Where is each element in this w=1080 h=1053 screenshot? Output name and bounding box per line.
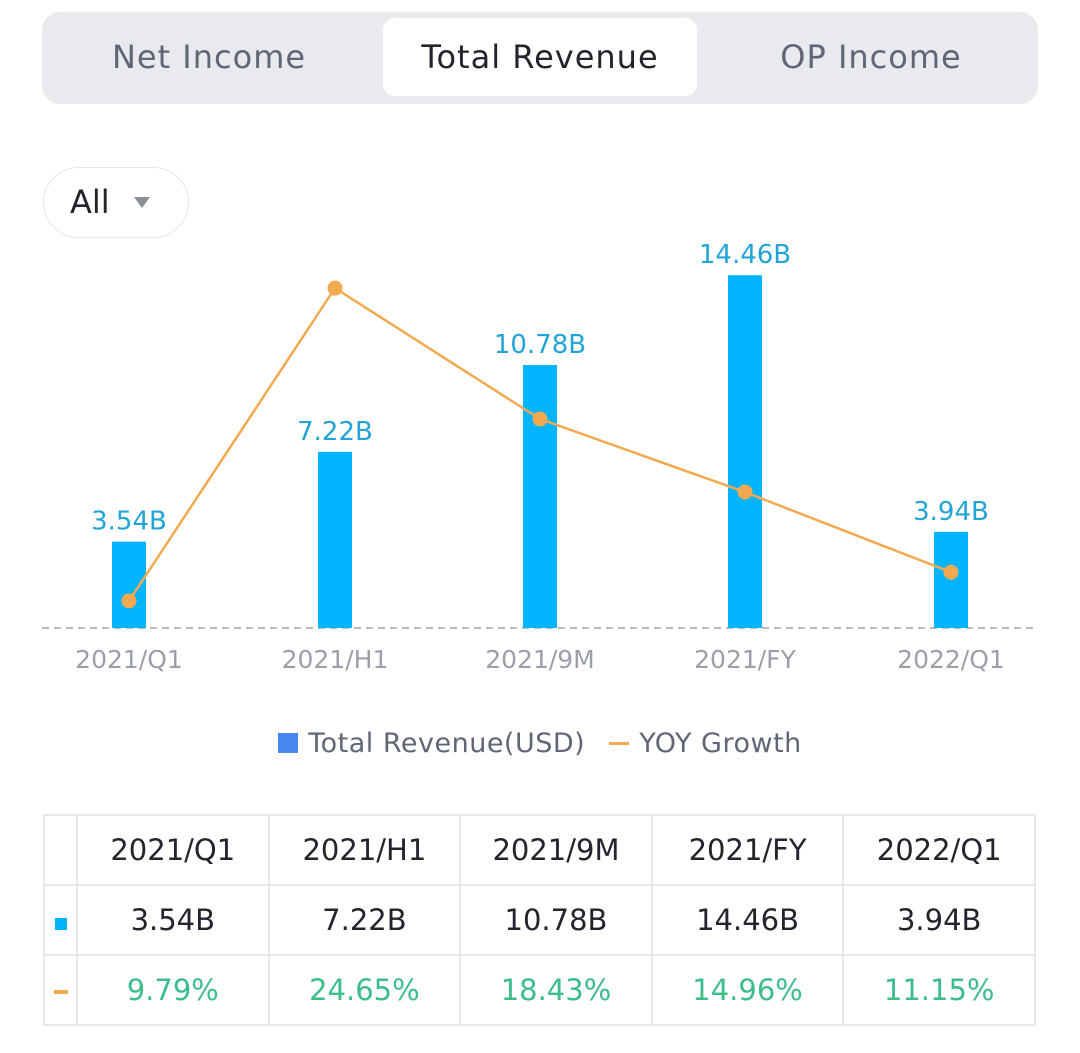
table-header-cell: 2021/9M — [459, 814, 653, 886]
table-row-yoy: 9.79% 24.65% 18.43% 14.96% 11.15% — [43, 954, 1036, 1026]
yoy-point-2021/FY — [737, 484, 753, 500]
tab-op-income[interactable]: OP Income — [780, 38, 962, 76]
legend-bar-swatch — [278, 733, 299, 753]
table-cell: 3.54B — [76, 884, 270, 956]
yoy-point-2021/H1 — [327, 280, 343, 296]
data-table: 2021/Q1 2021/H1 2021/9M 2021/FY 2022/Q1 … — [43, 814, 1036, 1026]
legend-line-swatch — [609, 741, 630, 745]
legend-label-revenue: Total Revenue(USD) — [308, 727, 586, 759]
table-header-cell: 2022/Q1 — [842, 814, 1036, 886]
bar-2022/Q1 — [934, 531, 968, 628]
chart-legend: Total Revenue(USD) YOY Growth — [0, 722, 1080, 764]
yoy-dash-icon — [53, 990, 68, 994]
table-cell: 18.43% — [459, 954, 653, 1026]
x-tick-label: 2021/FY — [694, 645, 796, 674]
x-tick-label: 2022/Q1 — [897, 645, 1005, 674]
table-header-cell: 2021/Q1 — [76, 814, 270, 886]
tab-net-income[interactable]: Net Income — [111, 38, 307, 76]
bar-value-label: 3.54B — [91, 507, 167, 537]
table-header-cell: 2021/H1 — [267, 814, 462, 886]
table-cell: 3.94B — [842, 884, 1036, 956]
table-cell: 11.15% — [842, 954, 1036, 1026]
table-cell: 9.79% — [76, 954, 270, 1026]
revenue-chart: 3.54B 7.22B 10.78B 14.46B 3.94B 2021/Q1 2021/H… — [42, 240, 1038, 674]
period-filter-dropdown[interactable]: All — [43, 167, 189, 238]
bar-value-label: 14.46B — [699, 240, 791, 270]
bar-value-label: 3.94B — [913, 497, 989, 527]
bar-2021/FY — [728, 275, 762, 628]
table-header-row: 2021/Q1 2021/H1 2021/9M 2021/FY 2022/Q1 — [43, 814, 1036, 886]
x-tick-label: 2021/H1 — [282, 645, 389, 674]
bar-2021/9M — [523, 365, 557, 628]
x-tick-label: 2021/Q1 — [75, 645, 183, 674]
table-cell: 10.78B — [459, 884, 653, 956]
table-corner-cell — [43, 814, 78, 886]
table-cell: 24.65% — [267, 954, 462, 1026]
revenue-square-icon — [54, 918, 67, 930]
yoy-row-marker — [43, 954, 78, 1026]
caret-down-icon — [134, 197, 150, 208]
legend-label-yoy: YOY Growth — [639, 727, 802, 759]
revenue-row-marker — [43, 884, 78, 956]
bar-value-label: 10.78B — [494, 330, 586, 360]
x-tick-label: 2021/9M — [485, 645, 595, 674]
period-filter-value: All — [70, 183, 110, 221]
table-cell: 14.46B — [650, 884, 845, 956]
yoy-point-2022/Q1 — [943, 564, 959, 580]
bar-value-label: 7.22B — [297, 417, 373, 447]
table-header-cell: 2021/FY — [650, 814, 845, 886]
yoy-point-2021/Q1 — [121, 593, 137, 609]
table-cell: 14.96% — [650, 954, 845, 1026]
yoy-point-2021/9M — [532, 411, 548, 427]
table-row-revenue: 3.54B 7.22B 10.78B 14.46B 3.94B — [43, 884, 1036, 956]
table-cell: 7.22B — [267, 884, 462, 956]
bar-2021/H1 — [318, 451, 352, 628]
tab-total-revenue[interactable]: Total Revenue — [383, 18, 697, 96]
metric-tabs: Net Income Total Revenue OP Income — [42, 12, 1038, 104]
